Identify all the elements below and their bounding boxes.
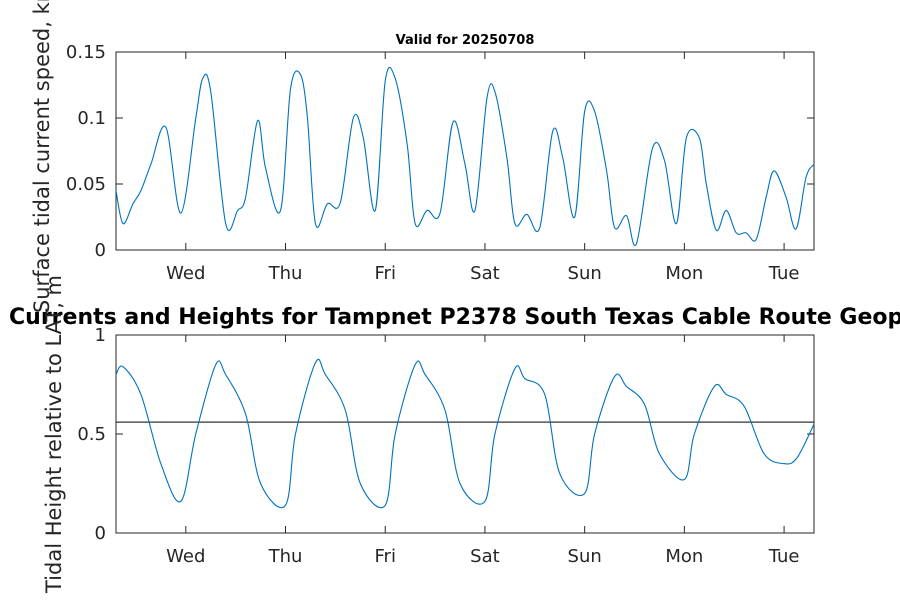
tidal-height-x-tick-label: Thu — [268, 546, 303, 567]
tidal-height-series-line — [115, 358, 815, 509]
tidal-height-x-tick-label: Fri — [375, 546, 396, 567]
current-speed-ticks — [116, 51, 814, 251]
current-speed-title: Valid for 20250708 — [396, 33, 535, 48]
tidal-height-x-tick-label: Sat — [470, 546, 500, 567]
main-figure-title: Tidal Currents and Heights for Tampnet P… — [0, 305, 900, 330]
tidal-height-y-axis-label: Tidal Height relative to LAT, m — [42, 275, 66, 594]
tidal-height-y-tick-label: 1 — [95, 325, 106, 346]
current-speed-y-tick-label: 0 — [95, 240, 106, 261]
current-speed-y-axis-label: Surface tidal current speed, kn — [30, 0, 54, 313]
current-speed-series-line — [115, 66, 815, 247]
current-speed-panel: Valid for 20250708 Wed Thu Fri Sat Sun Mon Tue… — [66, 33, 815, 284]
current-speed-y-tick-label: 0.1 — [77, 108, 106, 129]
tidal-height-x-tick-label: Tue — [768, 546, 800, 567]
current-speed-y-tick-labels: 0 0.05 0.1 0.15 — [66, 42, 106, 261]
current-speed-plot-area — [115, 51, 815, 251]
current-speed-x-tick-label: Mon — [665, 263, 703, 284]
tidal-height-ticks — [116, 334, 814, 534]
current-speed-x-tick-label: Thu — [268, 263, 303, 284]
tidal-height-y-tick-label: 0.5 — [77, 424, 106, 445]
tidal-height-x-tick-label: Sun — [568, 546, 602, 567]
current-speed-x-tick-label: Sat — [470, 263, 500, 284]
current-speed-x-tick-label: Wed — [166, 263, 205, 284]
tidal-height-x-tick-label: Wed — [166, 546, 205, 567]
tidal-height-y-tick-labels: 00.51 — [77, 325, 106, 544]
tidal-height-x-tick-labels: Wed Thu Fri Sat Sun Mon Tue — [166, 546, 799, 567]
current-speed-x-tick-label: Sun — [568, 263, 602, 284]
current-speed-x-tick-labels: Wed Thu Fri Sat Sun Mon Tue — [166, 263, 799, 284]
tidal-height-panel: Wed Thu Fri Sat Sun Mon Tue 00.51 — [77, 325, 815, 567]
current-speed-x-tick-label: Fri — [375, 263, 396, 284]
current-speed-x-tick-label: Tue — [768, 263, 800, 284]
tidal-height-x-tick-label: Mon — [665, 546, 703, 567]
current-speed-y-tick-label: 0.05 — [66, 174, 106, 195]
current-speed-y-tick-label: 0.15 — [66, 42, 106, 63]
tidal-height-y-tick-label: 0 — [95, 523, 106, 544]
tidal-height-plot-area — [115, 334, 815, 534]
